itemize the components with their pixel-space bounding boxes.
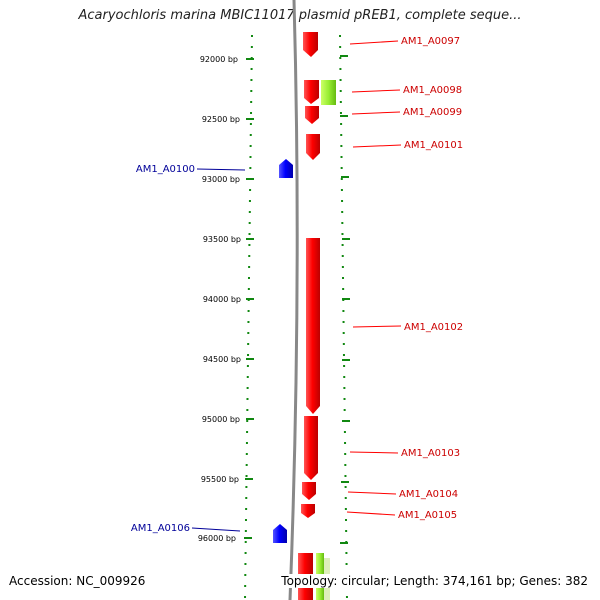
tick-92000: 92000 bp (200, 55, 348, 64)
gene-AM1_A0102[interactable]: AM1_A0102 (306, 238, 463, 414)
gene-arrow (305, 106, 319, 124)
tick-label: 93000 bp (202, 175, 240, 184)
tick-label: 93500 bp (203, 235, 241, 244)
gene-arrow (303, 32, 318, 57)
gene-AM1_A0105[interactable]: AM1_A0105 (301, 504, 457, 521)
gene-arrow (306, 238, 320, 414)
gene-AM1_A0106[interactable]: AM1_A0106 (131, 523, 287, 543)
gene-AM1_A0098[interactable]: AM1_A0098 (304, 80, 462, 105)
tick-label: 92000 bp (200, 55, 238, 64)
accession-background (4, 572, 154, 592)
gene-AM1_A0104[interactable]: AM1_A0104 (302, 482, 458, 500)
gene-label: AM1_A0104 (399, 489, 458, 500)
gene-label: AM1_A0099 (403, 107, 462, 118)
accession-text: Accession: NC_009926 (9, 574, 146, 588)
tick-label: 94500 bp (203, 355, 241, 364)
tick-label: 95000 bp (202, 415, 240, 424)
gene-arrow (279, 159, 293, 178)
tick-92500: 92500 bp (202, 115, 348, 124)
axis-ticks: 92000 bp 92500 bp 93000 bp 93500 bp 9400… (198, 55, 350, 544)
gene-AM1_A0103[interactable]: AM1_A0103 (304, 416, 460, 480)
ruler-dots-right (339, 34, 348, 600)
gene-arrow (301, 504, 315, 518)
tick-94000: 94000 bp (203, 295, 350, 304)
gene-AM1_A0097[interactable]: AM1_A0097 (303, 32, 460, 57)
gene-arrow (304, 416, 318, 480)
gene-arrow (306, 134, 320, 160)
gene-label: AM1_A0102 (404, 322, 463, 333)
gene-AM1_A0099[interactable]: AM1_A0099 (305, 106, 462, 124)
gene-arrow (304, 80, 319, 104)
gene-AM1_A0101[interactable]: AM1_A0101 (306, 134, 463, 160)
gene-arrow (302, 482, 316, 500)
tick-label: 94000 bp (203, 295, 241, 304)
gene-label: AM1_A0106 (131, 523, 190, 534)
backbone-arc (288, 0, 299, 600)
gene-label: AM1_A0101 (404, 140, 463, 151)
map-title: Acaryochloris marina MBIC11017 plasmid p… (78, 8, 522, 23)
tick-96000: 96000 bp (198, 534, 348, 544)
tick-94500: 94500 bp (203, 355, 350, 364)
gene-label: AM1_A0098 (403, 85, 462, 96)
tick-93500: 93500 bp (203, 235, 350, 244)
gene-AM1_A0100[interactable]: AM1_A0100 (136, 159, 293, 178)
gene-arrow (273, 524, 287, 543)
tick-95500: 95500 bp (201, 475, 349, 484)
gene-label: AM1_A0100 (136, 164, 195, 175)
tick-label: 92500 bp (202, 115, 240, 124)
gene-label: AM1_A0097 (401, 36, 460, 47)
tick-label: 95500 bp (201, 475, 239, 484)
topology-summary: Topology: circular; Length: 374,161 bp; … (279, 574, 590, 588)
tick-95000: 95000 bp (202, 415, 350, 424)
gene-label: AM1_A0105 (398, 510, 457, 521)
gene-label: AM1_A0103 (401, 448, 460, 459)
other-feature (321, 80, 336, 105)
tick-93000: 93000 bp (202, 175, 349, 184)
tick-label: 96000 bp (198, 534, 236, 543)
